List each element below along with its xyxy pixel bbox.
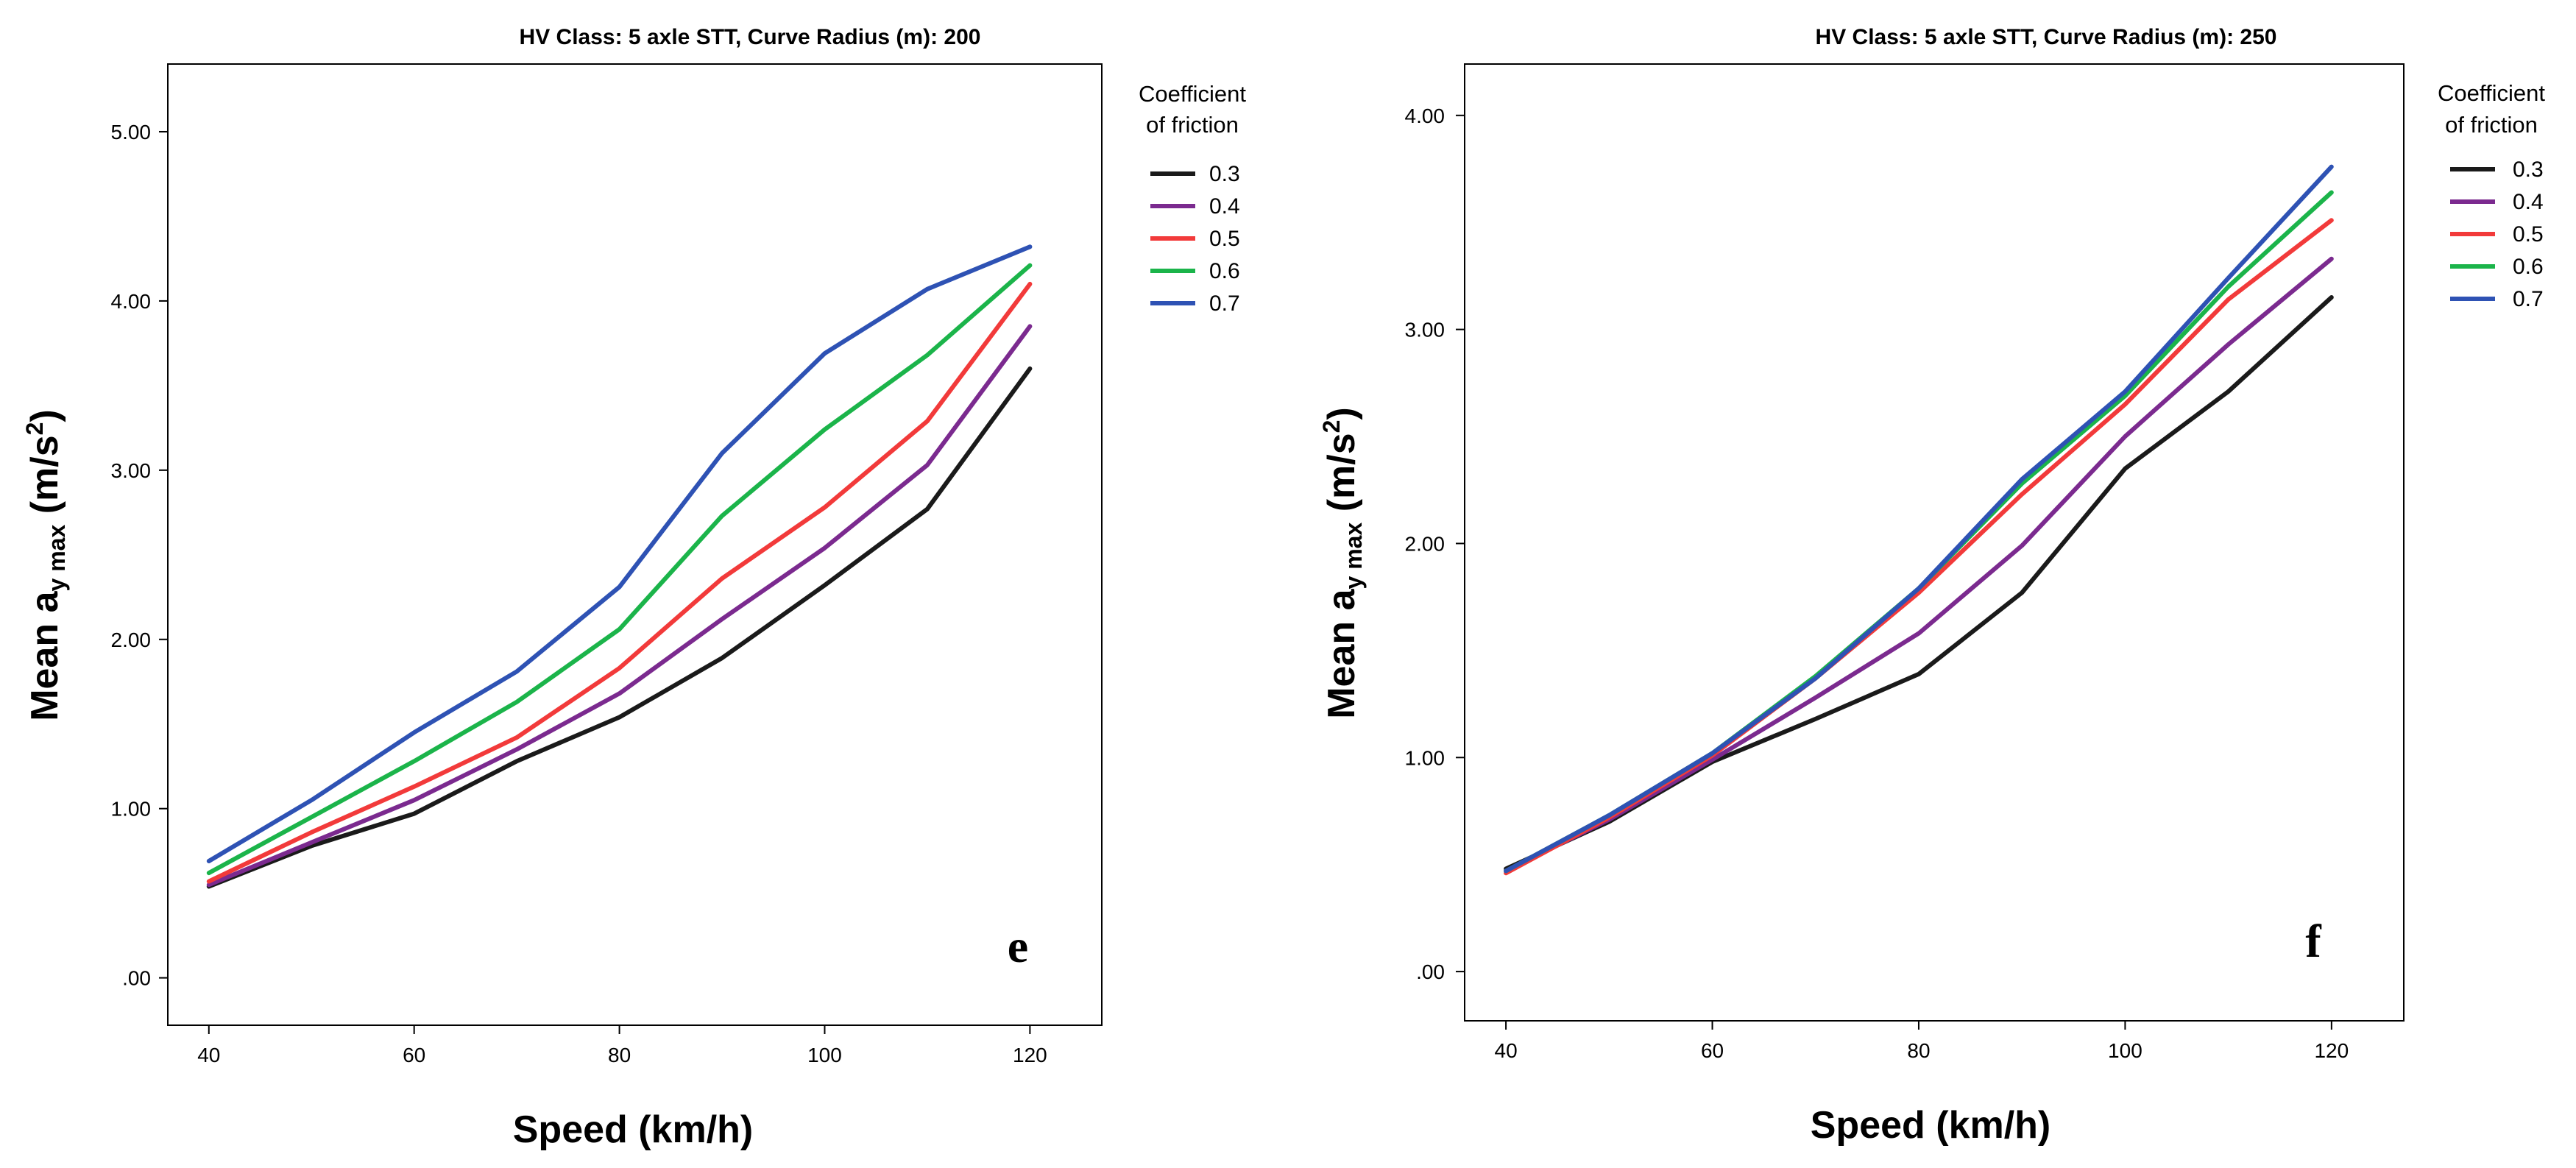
y-tick-label: .00 [1416,960,1445,983]
legend-label: 0.3 [1209,162,1240,186]
series-line-0-5 [1504,218,2334,876]
y-axis-label-main: Mean a [1320,588,1363,718]
series-line-0-6 [206,263,1033,876]
series-line-0-7 [1504,164,2334,874]
legend-label: 0.4 [2513,190,2544,214]
panel-letter: f [2305,915,2321,967]
series-line-0-4 [1504,256,2334,874]
y-tick-label: 2.00 [1405,532,1446,555]
x-axis-label: Speed (km/h) [1811,1104,2051,1147]
x-tick-label: 40 [1495,1039,1518,1062]
legend-label: 0.6 [1209,259,1240,283]
x-tick-label: 100 [2108,1039,2142,1062]
x-tick-label: 120 [2314,1039,2349,1062]
chart-panel-f: HV Class: 5 axle STT, Curve Radius (m): … [1318,25,2545,1147]
y-axis-label-unit: (m/s [1320,433,1363,522]
x-tick-label: 40 [197,1044,220,1066]
x-tick-label: 80 [1907,1039,1930,1062]
legend-title-line-1: Coefficient [1139,81,1246,107]
y-axis-label-subscript: y max [1340,523,1367,590]
y-tick-label: 3.00 [111,459,152,482]
legend: Coefficient of friction 0.3 0.4 0.5 0.6 0.7 [2438,80,2545,311]
x-tick-label: 120 [1013,1044,1047,1066]
series-line-0-4 [206,324,1033,888]
y-tick-label: 1.00 [1405,746,1446,769]
series-line-0-7 [206,244,1033,863]
chart-title: HV Class: 5 axle STT, Curve Radius (m): … [520,25,981,49]
legend-label: 0.5 [1209,227,1240,251]
legend: Coefficient of friction 0.3 0.4 0.5 0.6 0.7 [1139,81,1246,316]
y-axis-label-unit-close: ) [24,409,66,422]
y-tick-label: 2.00 [111,629,152,651]
y-axis-label: Mean ay max (m/s2) [21,409,70,721]
y-axis-label-subscript: y max [43,525,70,592]
y-tick-label: 3.00 [1405,319,1446,341]
series-line-0-5 [206,281,1033,884]
y-axis-label-superscript: 2 [1318,420,1345,433]
y-tick-label: 4.00 [1405,105,1446,127]
x-tick-label: 100 [807,1044,842,1066]
plot-frame [167,63,1103,1026]
legend-label: 0.7 [1209,291,1240,316]
legend-label: 0.4 [1209,194,1240,219]
y-axis-label-superscript: 2 [21,422,48,436]
y-axis-label-main: Mean a [24,590,66,721]
series-line-0-3 [1504,295,2334,871]
x-tick-label: 80 [608,1044,631,1066]
y-tick-label: 5.00 [111,121,152,144]
legend-title-line-1: Coefficient [2438,80,2545,106]
chart-title: HV Class: 5 axle STT, Curve Radius (m): … [1816,25,2277,49]
legend-label: 0.3 [2513,157,2544,182]
y-axis-label-unit-close: ) [1320,407,1363,420]
series-line-0-3 [206,366,1033,889]
series-line-0-6 [1504,190,2334,874]
legend-label: 0.6 [2513,255,2544,279]
legend-label: 0.5 [2513,222,2544,247]
y-tick-label: 4.00 [111,290,152,313]
x-axis-label: Speed (km/h) [513,1108,754,1151]
x-tick-label: 60 [403,1044,425,1066]
plot-frame [1464,63,2405,1022]
legend-title-line-2: of friction [2445,112,2538,138]
y-tick-label: .00 [122,967,151,990]
y-axis-label-unit: (m/s [24,435,66,524]
panel-letter: e [1008,920,1028,972]
legend-title-line-2: of friction [1146,112,1239,138]
x-tick-label: 60 [1701,1039,1724,1062]
legend-label: 0.7 [2513,287,2544,311]
y-axis-label: Mean ay max (m/s2) [1318,407,1367,719]
chart-panel-e: HV Class: 5 axle STT, Curve Radius (m): … [21,25,1246,1151]
y-tick-label: 1.00 [111,798,152,821]
